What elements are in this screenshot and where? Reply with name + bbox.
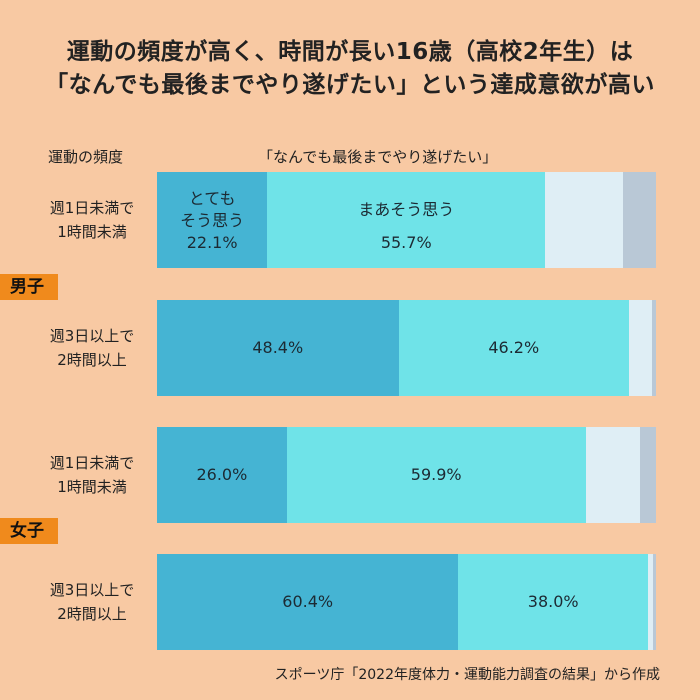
segment-label: とてもそう思う 22.1% <box>157 188 267 254</box>
value-label: 59.9% <box>410 465 462 484</box>
bar-segment-1: 46.2% <box>398 300 630 396</box>
column-header-question: 「なんでも最後までやり遂げたい」 <box>258 148 498 166</box>
bar-segment-3 <box>622 172 656 268</box>
row-label-3: 週3日以上で 2時間以上 <box>36 578 148 626</box>
bar-segment-1: 59.9% <box>286 427 586 523</box>
value-label: 46.2% <box>488 338 540 357</box>
bar-segment-1: まあそう思う 55.7% <box>267 172 546 268</box>
row-label-0: 週1日未満で 1時間未満 <box>36 196 148 244</box>
row-label-line-2: 1時間未満 <box>57 223 127 241</box>
stacked-bar-0: とてもそう思う 22.1% まあそう思う 55.7% <box>157 172 656 268</box>
row-label-line-2: 2時間以上 <box>57 351 127 369</box>
source-note: スポーツ庁「2022年度体力・運動能力調査の結果」から作成 <box>274 667 660 683</box>
column-header-frequency: 運動の頻度 <box>48 148 124 166</box>
bar-segment-1: 38.0% <box>458 554 648 650</box>
stacked-bar-3: 60.4% 38.0% <box>157 554 656 650</box>
series-name: まあそう思う <box>358 200 455 219</box>
bar-segment-0: 26.0% <box>157 427 287 523</box>
title-line-1: 運動の頻度が高く、時間が長い16歳（高校2年生）は <box>66 39 634 65</box>
bar-segment-2 <box>545 172 623 268</box>
row-label-line-1: 週1日未満で <box>49 454 135 472</box>
gender-tag-male: 男子 <box>0 274 58 300</box>
row-label-line-1: 週3日以上で <box>49 581 135 599</box>
title-line-2: 「なんでも最後までやり遂げたい」という達成意欲が高い <box>45 72 655 98</box>
value-label: 48.4% <box>252 338 304 357</box>
value-label: 26.0% <box>196 465 248 484</box>
row-label-line-1: 週3日以上で <box>49 327 135 345</box>
series-name-line-1: とても <box>188 189 236 208</box>
bar-segment-2 <box>648 554 654 650</box>
value-label: 38.0% <box>527 592 579 611</box>
gender-tag-female: 女子 <box>0 518 58 544</box>
bar-segment-2 <box>585 427 641 523</box>
row-label-1: 週3日以上で 2時間以上 <box>36 324 148 372</box>
bar-segment-3 <box>653 554 656 650</box>
value-label: 55.7% <box>380 233 432 252</box>
stacked-bar-2: 26.0% 59.9% <box>157 427 656 523</box>
bar-segment-0: とてもそう思う 22.1% <box>157 172 268 268</box>
value-label: 22.1% <box>186 233 238 252</box>
bar-segment-0: 60.4% <box>157 554 459 650</box>
series-name-line-2: そう思う <box>180 211 245 230</box>
stacked-bar-1: 48.4% 46.2% <box>157 300 656 396</box>
bar-segment-0: 48.4% <box>157 300 399 396</box>
row-label-line-2: 1時間未満 <box>57 478 127 496</box>
bar-segment-3 <box>640 427 656 523</box>
value-label: 60.4% <box>282 592 334 611</box>
segment-label: まあそう思う 55.7% <box>267 188 545 254</box>
row-label-2: 週1日未満で 1時間未満 <box>36 451 148 499</box>
row-label-line-1: 週1日未満で <box>49 199 135 217</box>
bar-segment-2 <box>629 300 652 396</box>
bar-segment-3 <box>652 300 656 396</box>
row-label-line-2: 2時間以上 <box>57 605 127 623</box>
chart-title: 運動の頻度が高く、時間が長い16歳（高校2年生）は 「なんでも最後までやり遂げた… <box>0 36 700 102</box>
